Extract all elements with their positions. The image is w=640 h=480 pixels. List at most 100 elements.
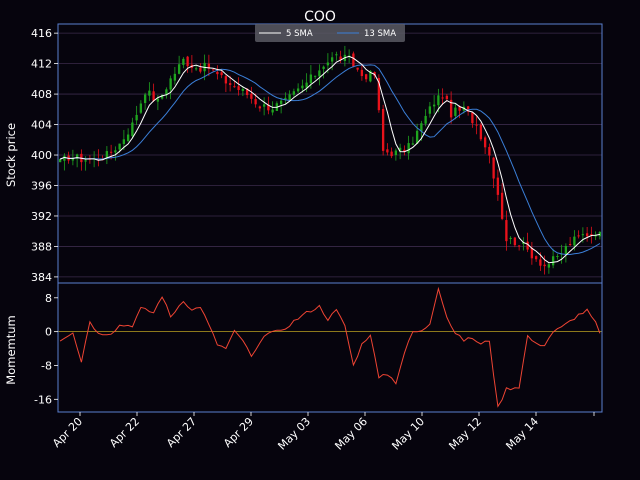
candle-body (390, 151, 393, 157)
candle-body (135, 114, 138, 121)
candle-body (441, 97, 444, 99)
candle-body (522, 242, 525, 244)
candle-body (309, 74, 313, 84)
candle-body (403, 149, 406, 152)
candle-body (313, 75, 317, 77)
candle-body (284, 97, 287, 100)
momentum-ytick-label: 0 (45, 326, 52, 339)
candle-body (398, 147, 402, 152)
price-ytick-label: 396 (31, 179, 52, 192)
sma5-line (59, 55, 601, 264)
candle-body (220, 72, 223, 76)
candle-body (517, 245, 521, 247)
candle-body (258, 106, 262, 109)
price-ytick-label: 408 (31, 88, 52, 101)
xtick-label: May 14 (503, 415, 541, 453)
xtick-label: Apr 27 (164, 415, 199, 450)
candle-body (335, 54, 338, 56)
candle-body (432, 104, 436, 107)
candle-body (114, 150, 117, 153)
momentum-line (59, 286, 601, 408)
price-ytick-label: 400 (31, 149, 52, 162)
candle-body (165, 89, 168, 96)
candle-body (241, 88, 245, 92)
candle-body (551, 256, 555, 266)
price-ytick-label: 412 (31, 58, 52, 71)
candle-body (492, 157, 495, 179)
sma13-line (59, 64, 601, 255)
candle-body (543, 264, 546, 267)
candle-body (148, 90, 151, 96)
xtick-label: Apr 22 (107, 415, 142, 450)
candle-body (156, 98, 160, 102)
candle-body (360, 69, 364, 77)
candle-body (63, 155, 66, 161)
candle-body (207, 63, 211, 69)
candle-body (139, 103, 143, 113)
candle-body (505, 220, 508, 242)
momentum-ytick-label: 8 (45, 292, 52, 305)
candle-body (352, 53, 355, 67)
candle-body (475, 124, 478, 126)
candle-body (568, 243, 572, 245)
candle-body (301, 85, 304, 89)
candle-body (173, 73, 177, 81)
candle-body (437, 95, 440, 106)
candle-body (160, 94, 164, 99)
candle-body (381, 108, 385, 151)
candle-body (292, 91, 296, 95)
price-ytick-label: 388 (31, 240, 52, 253)
candle-body (211, 69, 215, 71)
candle-body (585, 233, 589, 237)
candle-body (364, 74, 368, 80)
candle-body (84, 160, 87, 162)
momentum-ylabel: Momemtum (4, 315, 18, 384)
legend-label-sma13: 13 SMA (364, 29, 396, 39)
candle-body (224, 76, 228, 84)
candles (58, 45, 602, 275)
price-ylabel: Stock price (4, 123, 18, 187)
candle-body (411, 143, 415, 145)
candle-body (97, 158, 100, 161)
price-grid (58, 32, 602, 278)
candle-body (322, 66, 325, 69)
candle-body (109, 151, 113, 153)
candle-body (194, 68, 198, 70)
candle-body (547, 264, 551, 268)
candle-body (177, 64, 181, 74)
candle-body (245, 88, 249, 95)
sma-lines (59, 55, 601, 264)
chart-title: COO (304, 9, 336, 25)
candle-body (454, 107, 457, 116)
candle-body (131, 122, 134, 137)
candle-body (471, 112, 474, 124)
candle-body (216, 71, 219, 75)
price-ytick-label: 416 (31, 27, 52, 40)
candle-body (424, 115, 427, 124)
candle-body (250, 93, 253, 99)
xtick-label: May 03 (275, 415, 313, 453)
candle-body (267, 104, 270, 111)
xtick-label: May 10 (389, 415, 427, 453)
xtick-label: Apr 29 (221, 415, 256, 450)
candle-body (75, 154, 79, 159)
candle-body (228, 83, 232, 85)
candle-body (152, 91, 155, 101)
price-panel-frame (57, 23, 603, 284)
candle-body (71, 158, 75, 161)
candle-body (233, 86, 236, 88)
candle-body (237, 86, 240, 91)
candle-body (581, 234, 585, 236)
candle-body (479, 124, 483, 140)
xtick-label: May 12 (446, 415, 484, 453)
xtick-label: May 06 (332, 415, 370, 453)
candle-body (279, 100, 283, 105)
candle-body (483, 137, 487, 148)
candle-body (254, 99, 257, 105)
candle-body (407, 143, 410, 154)
candle-body (143, 94, 147, 104)
candle-body (534, 256, 538, 260)
candle-body (326, 62, 330, 66)
candle-body (598, 231, 602, 237)
